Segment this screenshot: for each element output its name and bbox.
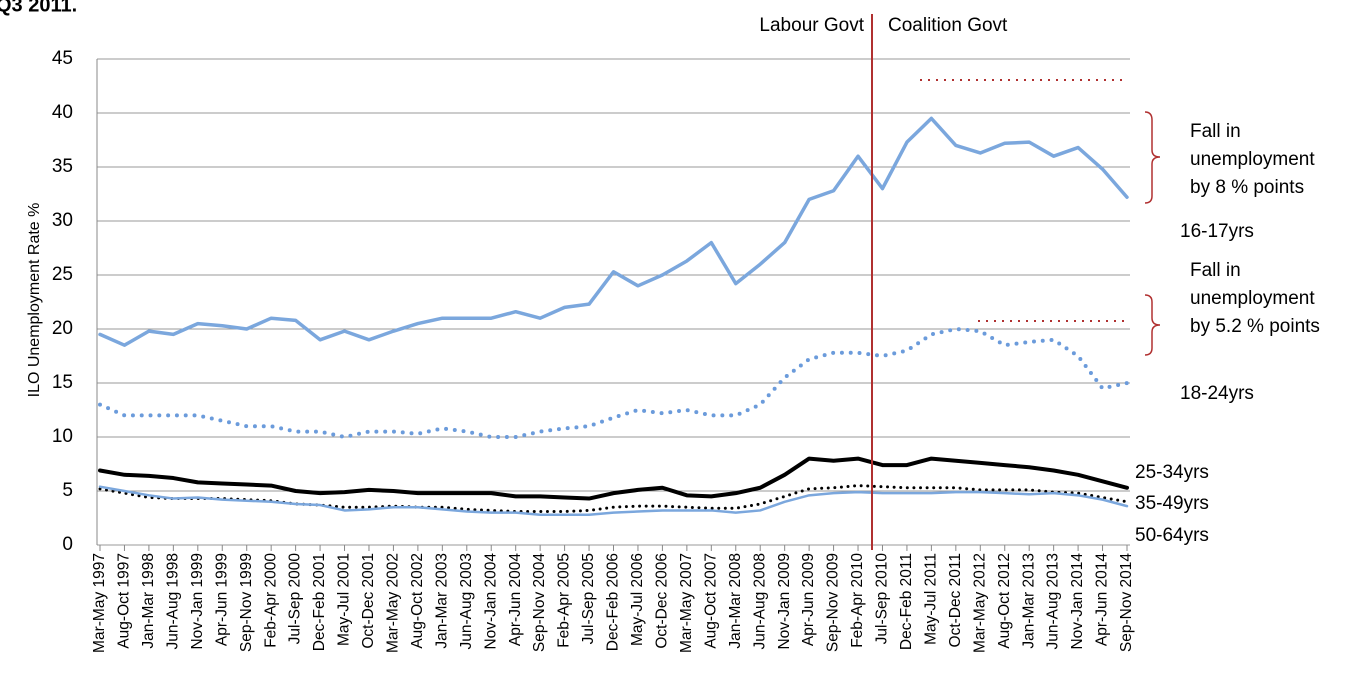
legend-label: 35-49yrs — [1135, 493, 1209, 514]
annotation: Coalition Govt — [888, 15, 1008, 36]
x-tick-label: Mar-May 2007 — [678, 553, 695, 653]
annotation: Fall in — [1190, 260, 1241, 281]
y-tick-label: 10 — [52, 426, 73, 447]
y-tick-label: 15 — [52, 372, 73, 393]
y-tick-label: 30 — [52, 210, 73, 231]
y-tick-label: 40 — [52, 102, 73, 123]
x-tick-label: Aug-Oct 2007 — [702, 553, 719, 649]
x-tick-label: Feb-Apr 2005 — [556, 553, 573, 648]
x-tick-label: Aug-Oct 1997 — [116, 553, 133, 649]
x-tick-label: Mar-May 1997 — [91, 553, 108, 653]
x-tick-label: Apr-Jun 2014 — [1094, 553, 1111, 646]
x-tick-label: Apr-Jun 2004 — [507, 553, 524, 646]
annotation: unemployment — [1190, 288, 1315, 309]
x-tick-label: Jan-Mar 2003 — [433, 553, 450, 649]
annotation: by 8 % points — [1190, 177, 1304, 198]
annotation: Labour Govt — [759, 15, 864, 36]
bracket — [1144, 294, 1161, 356]
chart-title: Q3 2011. — [0, 0, 77, 16]
x-tick-label: Jan-Mar 1998 — [140, 553, 157, 649]
legend-label: 25-34yrs — [1135, 462, 1209, 483]
y-tick-label: 25 — [52, 264, 73, 285]
x-tick-label: Aug-Oct 2002 — [409, 553, 426, 649]
x-tick-label: Jan-Mar 2008 — [727, 553, 744, 649]
x-tick-label: Feb-Apr 2010 — [849, 553, 866, 648]
x-tick-label: Nov-Jan 2004 — [482, 553, 499, 650]
x-tick-label: Dec-Feb 2011 — [898, 553, 915, 650]
x-tick-label: May-Jul 2006 — [629, 553, 646, 646]
x-tick-label: Jul-Sep 2005 — [580, 553, 597, 644]
x-tick-label: Aug-Oct 2012 — [996, 553, 1013, 649]
x-tick-label: Jun-Aug 2008 — [751, 553, 768, 650]
x-tick-label: May-Jul 2001 — [336, 553, 353, 646]
x-tick-label: Mar-May 2012 — [971, 553, 988, 653]
series-line — [98, 485, 1129, 517]
series-line — [98, 484, 1129, 514]
annotation: by 5.2 % points — [1190, 316, 1320, 337]
x-tick-label: Oct-Dec 2006 — [653, 553, 670, 649]
x-tick-label: Jun-Aug 2003 — [458, 553, 475, 650]
annotation: Fall in — [1190, 121, 1241, 142]
x-tick-label: Jul-Sep 2010 — [874, 553, 891, 645]
x-tick-label: Jun-Aug 1998 — [164, 553, 181, 650]
annotation: unemployment — [1190, 149, 1315, 170]
bracket — [1144, 111, 1161, 204]
x-tick-label: Nov-Jan 2009 — [776, 553, 793, 650]
legend-label: 50-64yrs — [1135, 525, 1209, 546]
x-tick-label: Oct-Dec 2001 — [360, 553, 377, 649]
y-tick-label: 35 — [52, 156, 73, 177]
x-tick-label: Sep-Nov 2014 — [1118, 553, 1135, 652]
x-tick-label: Nov-Jan 2014 — [1069, 553, 1086, 650]
x-tick-label: Oct-Dec 2011 — [947, 553, 964, 647]
x-tick-label: Sep-Nov 1999 — [238, 553, 255, 652]
y-axis-label: ILO Unemployment Rate % — [26, 203, 43, 398]
x-tick-label: Apr-Jun 1999 — [213, 553, 230, 646]
x-tick-label: Feb-Apr 2000 — [262, 553, 279, 648]
plot-area: 0 5 10 15 20 25 30 35 40 45 Mar-May 1997 Aug-Oct 19… — [52, 48, 1135, 653]
x-tick-label: Sep-Nov 2004 — [531, 553, 548, 652]
x-tick-label: Dec-Feb 2006 — [605, 553, 622, 651]
x-tick-label: Dec-Feb 2001 — [311, 553, 328, 651]
legend-label: 16-17yrs — [1180, 221, 1254, 242]
x-tick-label: Apr-Jun 2009 — [800, 553, 817, 646]
x-tick-label: Jul-Sep 2000 — [287, 553, 304, 645]
series-line — [98, 456, 1129, 501]
x-tick-label: Jun-Aug 2013 — [1045, 553, 1062, 650]
x-tick-label: Sep-Nov 2009 — [825, 553, 842, 652]
legend-label: 18-24yrs — [1180, 383, 1254, 404]
y-tick-label: 45 — [52, 48, 73, 69]
series-line — [98, 327, 1129, 439]
x-tick-label: Jan-Mar 2013 — [1020, 553, 1037, 649]
x-tick-label: May-Jul 2011 — [922, 553, 939, 645]
y-tick-label: 5 — [62, 480, 73, 501]
x-tick-label: Nov-Jan 1999 — [189, 553, 206, 650]
y-tick-label: 0 — [62, 534, 73, 555]
x-tick-label: Mar-May 2002 — [385, 553, 402, 653]
series-line — [98, 116, 1129, 347]
y-tick-label: 20 — [52, 318, 73, 339]
